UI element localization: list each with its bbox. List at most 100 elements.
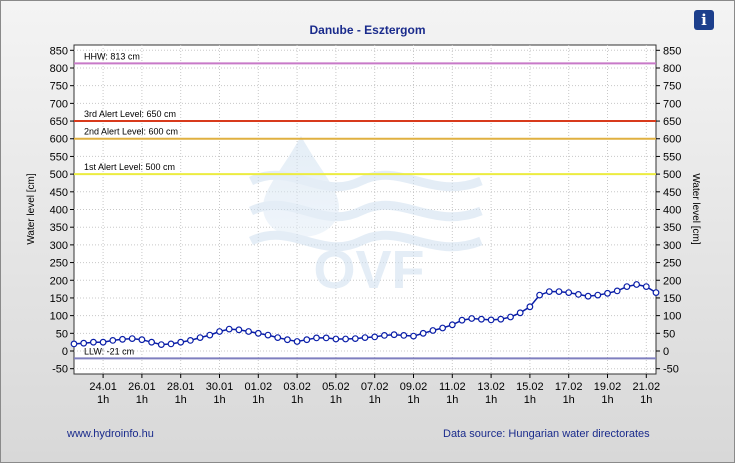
- series-layer: [70, 281, 660, 349]
- data-point: [419, 329, 427, 337]
- y-tick-label-left: 700: [50, 98, 68, 110]
- data-point: [613, 287, 621, 295]
- x-tick-label-hour: 1h: [97, 394, 109, 406]
- y-tick-label-right: 650: [663, 116, 681, 128]
- x-tick-label-date: 28.01: [167, 381, 195, 393]
- data-point: [439, 324, 447, 332]
- data-point: [351, 335, 359, 343]
- data-point: [497, 315, 505, 323]
- y-tick-label-right: 250: [663, 258, 681, 270]
- y-axis-left: -50 0 50 100 150 200 250 300 350 400 450 500 550 600 6…: [50, 45, 74, 376]
- data-point: [565, 289, 573, 297]
- data-point: [225, 325, 233, 333]
- data-point: [284, 336, 291, 344]
- x-tick-label-hour: 1h: [213, 394, 225, 406]
- data-point: [293, 338, 301, 345]
- reference-line-label: HHW: 813 cm: [84, 51, 140, 61]
- info-icon[interactable]: i: [694, 10, 714, 30]
- x-tick-label-hour: 1h: [563, 394, 575, 406]
- data-point: [322, 334, 330, 342]
- y-tick-label-left: 500: [50, 169, 68, 181]
- data-point: [235, 326, 243, 334]
- data-point: [138, 336, 146, 344]
- y-tick-label-left: 200: [50, 275, 68, 287]
- x-tick-label-date: 15.02: [516, 381, 544, 393]
- y-tick-label-left: 750: [50, 81, 68, 93]
- data-point: [361, 334, 369, 342]
- x-tick-label-date: 11.02: [439, 381, 466, 393]
- data-point: [216, 328, 223, 335]
- data-point: [109, 337, 117, 344]
- data-point: [633, 281, 640, 288]
- data-point: [604, 289, 611, 297]
- x-tick-label-date: 17.02: [555, 381, 583, 393]
- data-point: [410, 332, 417, 340]
- data-point: [148, 338, 156, 346]
- data-point: [623, 283, 631, 291]
- y-tick-label-left: 50: [56, 328, 68, 340]
- data-point: [526, 303, 534, 311]
- data-point: [80, 339, 88, 347]
- data-point: [478, 315, 485, 323]
- y-tick-label-left: 600: [50, 134, 68, 146]
- data-point: [119, 335, 126, 343]
- data-point: [516, 309, 524, 317]
- y-tick-label-left: 300: [50, 240, 68, 252]
- x-tick-label-hour: 1h: [524, 394, 536, 406]
- x-tick-label-hour: 1h: [252, 394, 264, 406]
- y-tick-label-left: 250: [50, 258, 68, 270]
- data-point: [332, 335, 340, 343]
- data-point: [381, 332, 388, 339]
- x-tick-label-hour: 1h: [369, 394, 381, 406]
- y-tick-label-right: 550: [663, 151, 681, 163]
- y-tick-label-left: 550: [50, 151, 68, 163]
- y-tick-label-right: 600: [663, 134, 681, 146]
- x-tick-label-hour: 1h: [407, 394, 419, 406]
- website-link[interactable]: www.hydroinfo.hu: [67, 428, 154, 440]
- x-tick-label-date: 05.02: [322, 381, 350, 393]
- data-point: [429, 327, 437, 334]
- y-tick-label-right: 750: [663, 81, 681, 93]
- data-point: [99, 338, 107, 346]
- x-tick-label-date: 13.02: [477, 381, 505, 393]
- data-point: [128, 335, 136, 343]
- y-tick-label-left: 150: [50, 293, 68, 305]
- x-tick-label-hour: 1h: [601, 394, 613, 406]
- data-point: [487, 316, 495, 324]
- data-point: [575, 291, 582, 298]
- x-tick-label-hour: 1h: [640, 394, 652, 406]
- y-tick-label-left: -50: [52, 364, 68, 376]
- y-axis-title-right: Water level [cm]: [690, 173, 701, 245]
- data-point: [642, 283, 650, 291]
- data-point: [468, 315, 476, 322]
- data-point: [584, 292, 592, 300]
- data-point: [458, 316, 466, 324]
- y-tick-label-right: 400: [663, 205, 681, 217]
- data-point: [400, 332, 408, 339]
- watermark-wave-3: [248, 230, 483, 252]
- y-tick-label-right: 500: [663, 169, 681, 181]
- data-point: [264, 331, 272, 339]
- y-tick-label-right: 800: [663, 63, 681, 75]
- x-tick-label-date: 03.02: [283, 381, 311, 393]
- data-point: [371, 333, 379, 341]
- y-tick-label-right: -50: [663, 364, 679, 376]
- reference-lines: HHW: 813 cm 3rd Alert Level: 650 cm 2nd Al…: [74, 51, 656, 360]
- y-tick-label-right: 200: [663, 275, 681, 287]
- x-axis: 24.011h26.011h28.011h30.011h01.021h03.02…: [89, 374, 660, 406]
- y-tick-label-left: 850: [50, 45, 68, 57]
- data-point: [507, 313, 514, 321]
- y-tick-label-right: 450: [663, 187, 681, 199]
- x-tick-label-hour: 1h: [136, 394, 148, 406]
- y-tick-label-left: 100: [50, 311, 68, 323]
- watermark-wave-1: [248, 170, 483, 192]
- y-tick-label-right: 50: [663, 328, 675, 340]
- x-tick-label-date: 01.02: [245, 381, 273, 393]
- data-point: [390, 331, 398, 339]
- data-point: [313, 334, 320, 342]
- data-point: [254, 329, 262, 337]
- data-point: [274, 334, 282, 342]
- data-point: [245, 328, 253, 335]
- x-tick-label-hour: 1h: [330, 394, 342, 406]
- y-tick-label-right: 150: [663, 293, 681, 305]
